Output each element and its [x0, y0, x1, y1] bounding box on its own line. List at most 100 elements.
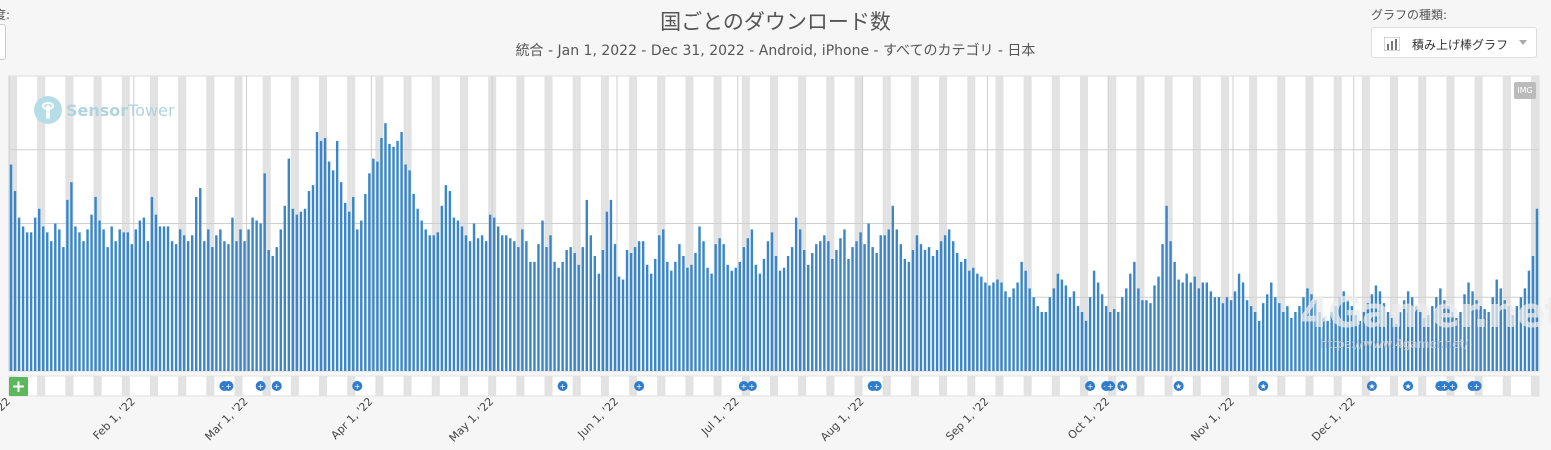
bar[interactable]	[203, 241, 206, 371]
event-marker-star[interactable]: ★	[1173, 381, 1184, 391]
bar[interactable]	[919, 244, 923, 371]
bar[interactable]	[1302, 297, 1305, 371]
bar[interactable]	[13, 191, 17, 371]
bar[interactable]	[364, 194, 367, 371]
bar[interactable]	[855, 241, 858, 371]
bar[interactable]	[762, 258, 766, 371]
export-image-button[interactable]: IMG	[1514, 82, 1536, 99]
bar[interactable]	[380, 137, 383, 371]
bar[interactable]	[621, 279, 625, 371]
bar[interactable]	[1257, 320, 1261, 371]
bar[interactable]	[1108, 312, 1112, 371]
bar[interactable]	[1266, 294, 1269, 371]
bar[interactable]	[1044, 312, 1047, 371]
bar[interactable]	[1463, 294, 1466, 371]
bar[interactable]	[988, 285, 991, 371]
bar[interactable]	[996, 279, 999, 371]
bar[interactable]	[396, 140, 399, 371]
bar[interactable]	[130, 244, 134, 371]
bar[interactable]	[315, 132, 319, 371]
bar[interactable]	[1491, 297, 1494, 371]
bar[interactable]	[279, 229, 282, 371]
bar[interactable]	[1145, 300, 1148, 371]
bar[interactable]	[1527, 270, 1531, 371]
bar[interactable]	[1314, 300, 1317, 371]
bar[interactable]	[227, 244, 230, 371]
bar[interactable]	[915, 235, 919, 371]
bar[interactable]	[327, 161, 331, 371]
bar[interactable]	[774, 255, 778, 371]
bar[interactable]	[617, 276, 621, 371]
bar[interactable]	[1193, 276, 1196, 371]
bar[interactable]	[70, 182, 73, 371]
bar[interactable]	[561, 261, 564, 371]
bar[interactable]	[980, 276, 983, 371]
bar[interactable]	[972, 267, 975, 371]
bar[interactable]	[730, 270, 733, 371]
bar[interactable]	[408, 170, 411, 371]
bar[interactable]	[1133, 261, 1136, 371]
bar[interactable]	[283, 205, 287, 371]
bar[interactable]	[1036, 306, 1039, 371]
bar[interactable]	[790, 247, 794, 371]
bar[interactable]	[1024, 270, 1027, 371]
bar[interactable]	[569, 247, 572, 371]
bar[interactable]	[436, 232, 440, 371]
bar[interactable]	[360, 220, 363, 371]
bar[interactable]	[372, 158, 375, 371]
bar[interactable]	[94, 196, 97, 371]
bar[interactable]	[835, 250, 838, 371]
bar[interactable]	[815, 244, 818, 371]
bar[interactable]	[174, 244, 178, 371]
bar[interactable]	[492, 217, 496, 371]
bar[interactable]	[513, 241, 516, 371]
bar[interactable]	[1431, 306, 1434, 371]
bar[interactable]	[1475, 300, 1478, 371]
event-marker-plus[interactable]: +	[1471, 381, 1482, 391]
bar[interactable]	[400, 132, 403, 371]
bar[interactable]	[1338, 297, 1341, 371]
bar[interactable]	[1040, 312, 1043, 371]
bar[interactable]	[633, 247, 637, 371]
bar[interactable]	[420, 220, 423, 371]
bar[interactable]	[1113, 309, 1116, 371]
bar[interactable]	[1165, 205, 1168, 371]
bar[interactable]	[960, 261, 963, 371]
bar[interactable]	[754, 264, 758, 371]
bar[interactable]	[1523, 288, 1527, 371]
bar[interactable]	[1088, 297, 1092, 371]
bar[interactable]	[899, 244, 903, 371]
bar[interactable]	[1479, 306, 1482, 371]
bar[interactable]	[935, 250, 939, 371]
bar[interactable]	[352, 196, 355, 371]
bar[interactable]	[311, 185, 315, 371]
bar[interactable]	[1471, 291, 1474, 371]
bar[interactable]	[1080, 312, 1084, 371]
bar[interactable]	[1052, 288, 1056, 371]
bar[interactable]	[251, 217, 254, 371]
bar[interactable]	[444, 185, 448, 371]
bar[interactable]	[1209, 291, 1213, 371]
bar[interactable]	[1177, 279, 1180, 371]
bar[interactable]	[1390, 317, 1394, 371]
bar[interactable]	[162, 226, 166, 371]
bar[interactable]	[1535, 208, 1539, 371]
bar[interactable]	[641, 241, 645, 371]
bar[interactable]	[794, 217, 798, 371]
bar[interactable]	[1451, 312, 1454, 371]
bar[interactable]	[992, 282, 995, 372]
bar[interactable]	[625, 250, 629, 371]
bar[interactable]	[1205, 282, 1209, 372]
bar[interactable]	[798, 229, 802, 371]
bar[interactable]	[1382, 303, 1386, 371]
bar[interactable]	[1374, 285, 1378, 371]
bar[interactable]	[295, 214, 299, 371]
bar[interactable]	[879, 235, 882, 371]
bar[interactable]	[746, 238, 750, 371]
bar[interactable]	[1048, 297, 1052, 371]
bar[interactable]	[931, 255, 935, 371]
bar[interactable]	[54, 223, 57, 372]
bar[interactable]	[190, 235, 194, 371]
bar[interactable]	[984, 282, 987, 372]
event-marker-plus[interactable]: +	[1105, 381, 1116, 391]
